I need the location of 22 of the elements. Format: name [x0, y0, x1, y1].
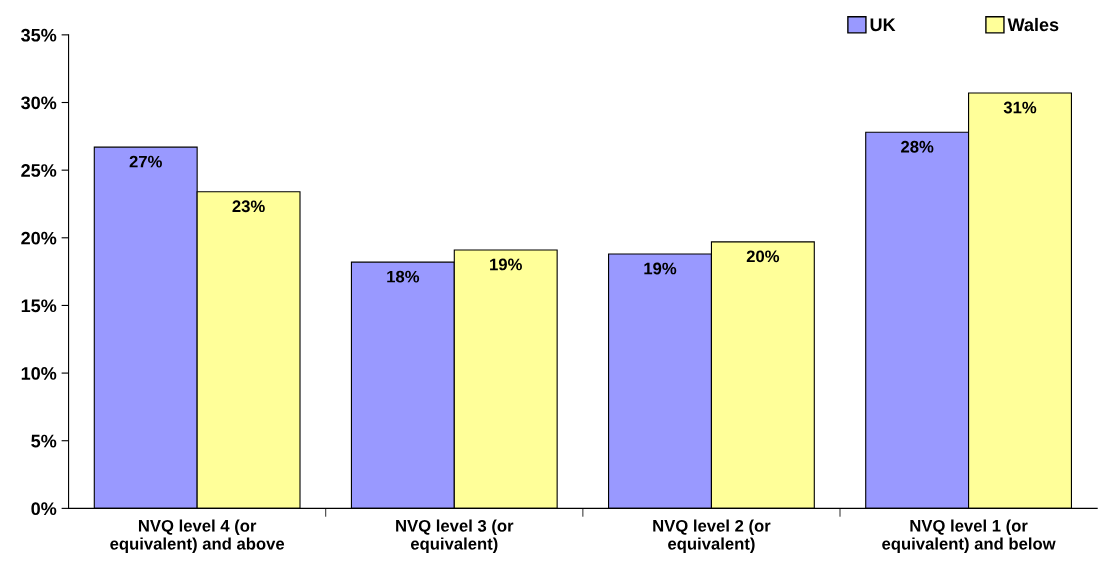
x-tick-label: NVQ level 2 (or equivalent) — [653, 519, 771, 553]
x-tick-label: NVQ level 3 (or equivalent) — [396, 519, 514, 553]
y-tick-label: 0% — [31, 502, 57, 516]
data-label: 18% — [387, 270, 420, 283]
y-tick-label: 5% — [31, 434, 57, 448]
y-tick-label: 15% — [21, 299, 57, 313]
y-tick-label: 25% — [21, 164, 57, 177]
data-label: 27% — [129, 155, 162, 168]
data-label: 19% — [490, 258, 522, 271]
data-label: 28% — [901, 140, 934, 153]
y-tick-label: 20% — [21, 231, 57, 245]
y-tick-label: 35% — [21, 28, 57, 42]
legend-label: UK — [870, 18, 896, 32]
data-label: 31% — [1003, 101, 1037, 114]
x-tick-label: NVQ level 1 (or equivalent) and below — [882, 519, 1056, 553]
legend-label: Wales — [1007, 17, 1059, 32]
y-tick-label: 30% — [21, 96, 57, 110]
y-tick-label: 10% — [21, 367, 57, 380]
data-label: 19% — [644, 262, 677, 275]
x-tick-label: NVQ level 4 (or equivalent) and above — [110, 519, 285, 553]
data-label: 20% — [746, 250, 780, 263]
data-label: 23% — [232, 200, 265, 213]
